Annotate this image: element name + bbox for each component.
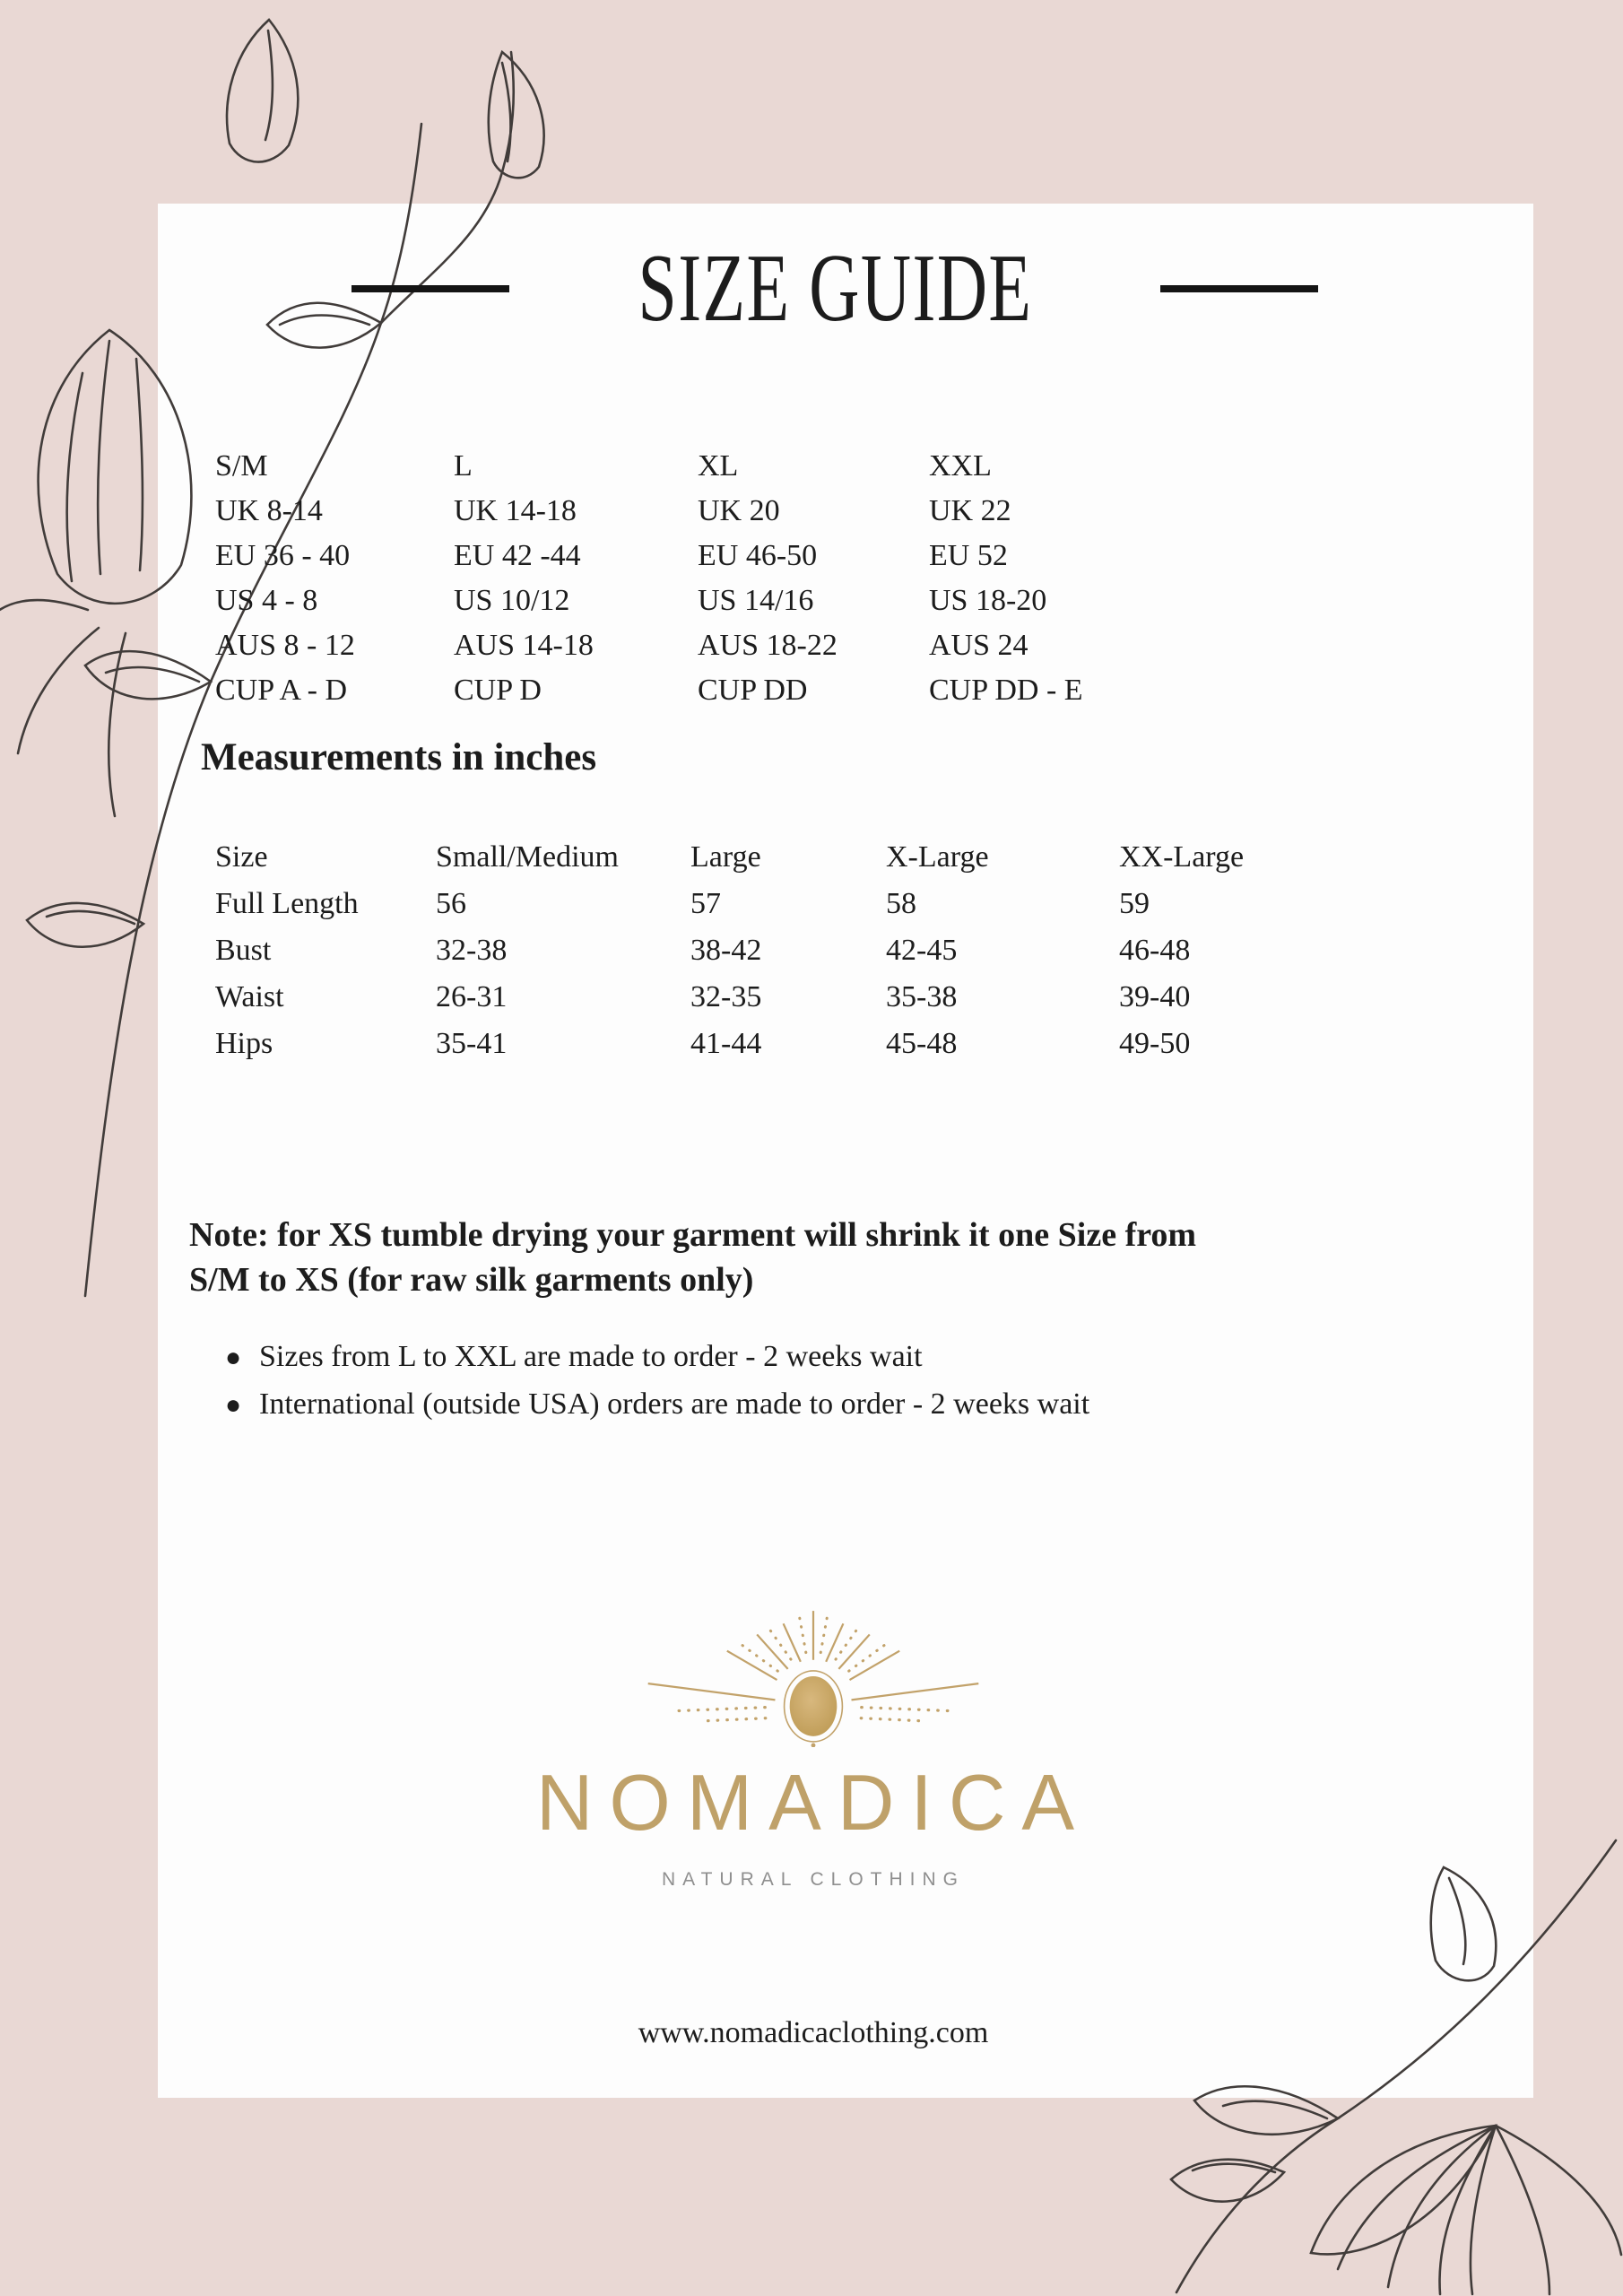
table-col-xx-large: XX-Large 59 46-48 39-40 49-50 (1119, 834, 1244, 1067)
table-col-header: Large (690, 840, 761, 874)
bullet-list: ● Sizes from L to XXL are made to order … (225, 1340, 1089, 1435)
brand-logo: NOMADICA NATURAL CLOTHING (126, 1604, 1501, 1891)
table-col-header: X-Large (886, 840, 989, 874)
bullet-dot-icon: ● (225, 1390, 242, 1420)
page-title: SIZE GUIDE (638, 235, 1032, 342)
note-text: Note: for XS tumble drying your garment … (189, 1216, 1197, 1299)
table-col-small-medium: Small/Medium 56 32-38 26-31 35-41 (436, 834, 619, 1067)
title-dash-left (351, 285, 509, 292)
size-column-xxl: XXL UK 22 EU 52 US 18-20 AUS 24 CUP DD -… (929, 444, 1083, 713)
sun-rays-icon (647, 1611, 979, 1747)
brand-tagline: NATURAL CLOTHING (661, 1869, 966, 1891)
bullet-item: ● Sizes from L to XXL are made to order … (225, 1340, 923, 1373)
table-col-header: XX-Large (1119, 840, 1245, 874)
brand-name: NOMADICA (535, 1758, 1091, 1847)
table-col-header: Small/Medium (436, 840, 619, 874)
website-url: www.nomadicaclothing.com (638, 2016, 989, 2049)
measurements-heading: Measurements in inches (201, 736, 597, 778)
size-column-sm: S/M UK 8-14 EU 36 - 40 US 4 - 8 AUS 8 - … (215, 444, 355, 713)
size-column-l: L UK 14-18 EU 42 -44 US 10/12 AUS 14-18 … (454, 444, 594, 713)
title-dash-right (1160, 285, 1319, 292)
size-label: XL (698, 449, 739, 483)
size-label: S/M (215, 449, 268, 483)
table-col-large: Large 57 38-42 32-35 41-44 (690, 834, 761, 1067)
size-label: XXL (929, 449, 992, 483)
bullet-item: ● International (outside USA) orders are… (225, 1387, 1090, 1421)
table-row-labels: Size Full Length Bust Waist Hips (215, 834, 359, 1067)
title-row: SIZE GUIDE (158, 240, 1512, 337)
size-column-xl: XL UK 20 EU 46-50 US 14/16 AUS 18-22 CUP… (698, 444, 838, 713)
table-header-size: Size (215, 840, 268, 874)
table-col-x-large: X-Large 58 42-45 35-38 45-48 (886, 834, 989, 1067)
bullet-dot-icon: ● (225, 1343, 242, 1372)
size-label: L (454, 449, 473, 483)
